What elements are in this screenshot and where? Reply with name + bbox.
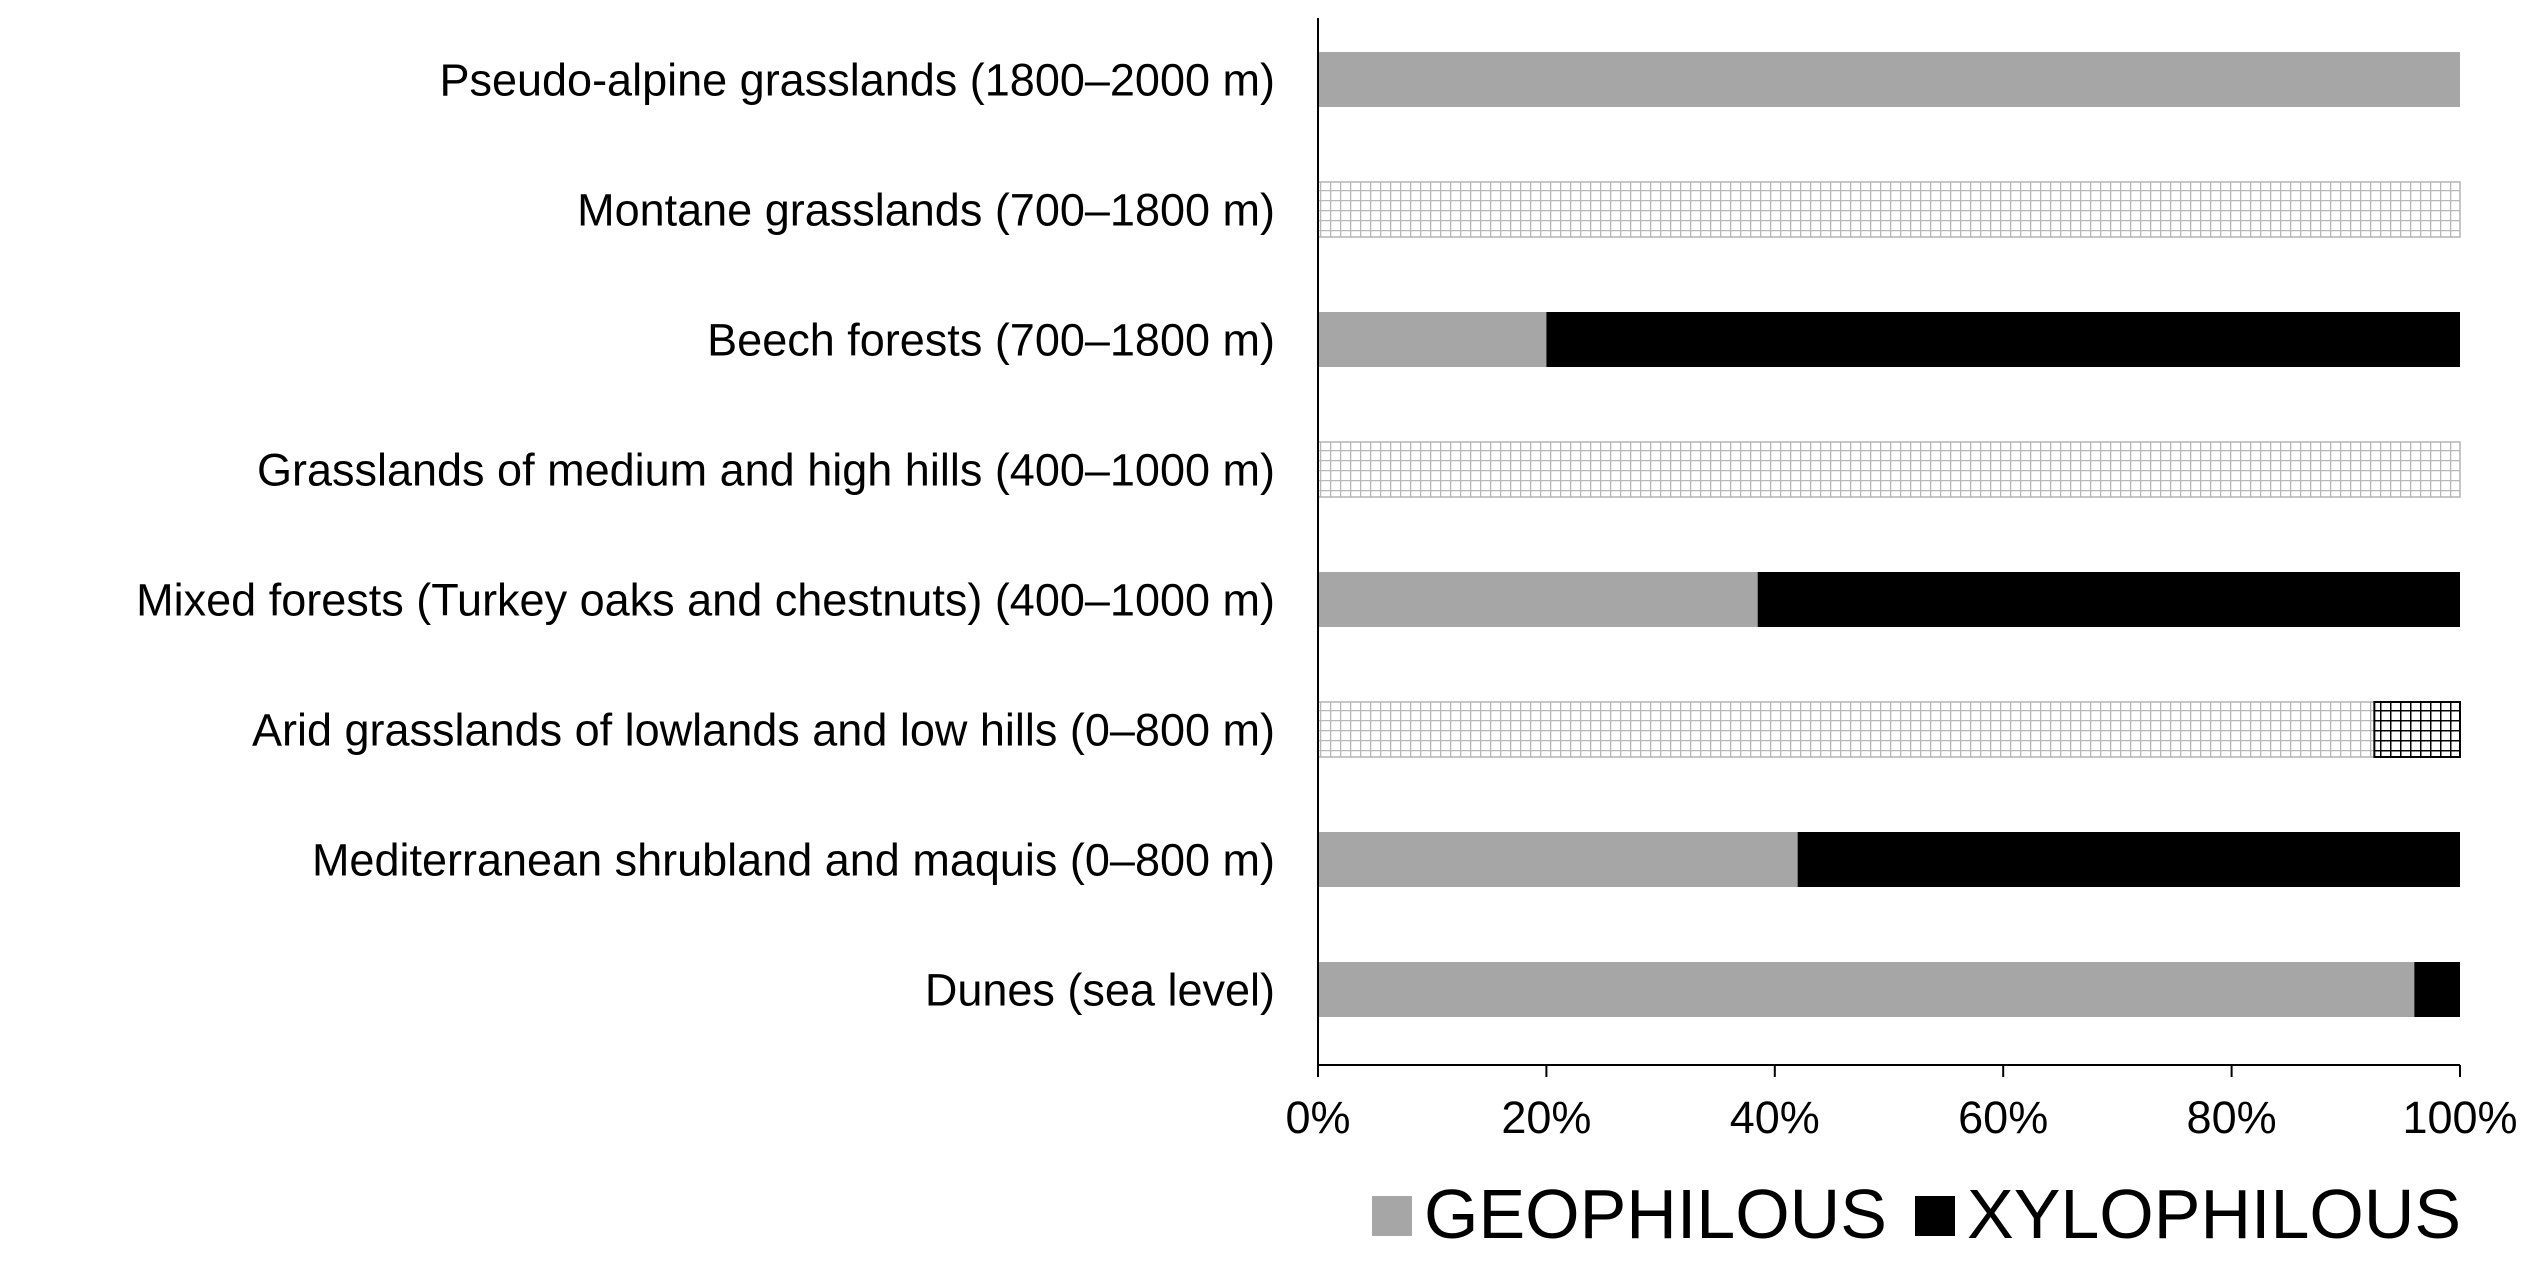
- category-label-7: Dunes (sea level): [925, 965, 1275, 1016]
- category-label-2: Beech forests (700–1800 m): [707, 315, 1275, 366]
- bar-geophilous-3: [1317, 441, 2461, 498]
- category-label-4: Mixed forests (Turkey oaks and chestnuts…: [136, 575, 1275, 626]
- bar-geophilous-4: [1318, 572, 1758, 627]
- bar-xylophilous-6: [1797, 832, 2460, 887]
- x-tick-label-1: 20%: [1501, 1092, 1591, 1143]
- legend-label-geophilous: GEOPHILOUS: [1424, 1175, 1887, 1253]
- x-tick-label-5: 100%: [2402, 1092, 2517, 1143]
- bar-geophilous-2: [1318, 312, 1547, 367]
- bars-layer: [1317, 52, 2462, 1017]
- bar-geophilous-7: [1318, 962, 2415, 1017]
- category-label-3: Grasslands of medium and high hills (400…: [257, 445, 1275, 496]
- x-tick-label-2: 40%: [1730, 1092, 1820, 1143]
- bar-xylophilous-5: [2373, 701, 2462, 758]
- bar-xylophilous-4: [1757, 572, 2460, 627]
- axes: [1317, 18, 2460, 1066]
- x-tick-label-3: 60%: [1958, 1092, 2048, 1143]
- legend: GEOPHILOUS XYLOPHILOUS: [1372, 1175, 2461, 1253]
- category-label-1: Montane grasslands (700–1800 m): [577, 185, 1275, 236]
- legend-label-xylophilous: XYLOPHILOUS: [1967, 1175, 2461, 1253]
- category-label-5: Arid grasslands of lowlands and low hill…: [252, 705, 1275, 756]
- x-tick-labels: 0% 20% 40% 60% 80% 100%: [1285, 1065, 2518, 1143]
- bar-geophilous-1: [1317, 181, 2461, 238]
- x-tick-label-4: 80%: [2187, 1092, 2277, 1143]
- x-tick-label-0: 0%: [1285, 1092, 1350, 1143]
- bar-xylophilous-2: [1546, 312, 2460, 367]
- legend-swatch-geophilous: [1372, 1196, 1412, 1236]
- legend-swatch-xylophilous: [1915, 1196, 1955, 1236]
- category-labels: Pseudo-alpine grasslands (1800–2000 m) Mo…: [136, 55, 1275, 1016]
- bar-xylophilous-7: [2414, 962, 2460, 1017]
- bar-geophilous-6: [1318, 832, 1798, 887]
- bar-geophilous-5: [1317, 701, 2376, 758]
- category-label-0: Pseudo-alpine grasslands (1800–2000 m): [439, 55, 1275, 106]
- category-label-6: Mediterranean shrubland and maquis (0–80…: [312, 835, 1275, 886]
- bar-geophilous-0: [1318, 52, 2460, 107]
